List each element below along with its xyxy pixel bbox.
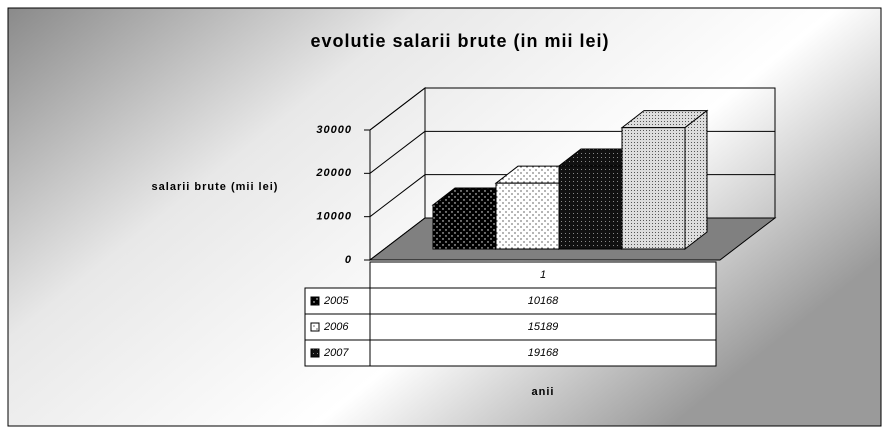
x-axis-label: anii — [532, 386, 555, 398]
y-tick-label: 30000 — [316, 124, 352, 136]
y-tick-label: 10000 — [316, 211, 352, 223]
table-value: 10168 — [528, 295, 559, 307]
table-header-cell — [369, 261, 717, 289]
legend-label: 2007 — [323, 347, 349, 359]
legend-label: 2005 — [323, 295, 349, 307]
legend-swatch — [310, 322, 320, 332]
legend-swatch — [310, 348, 320, 358]
table-value-cell — [369, 287, 717, 315]
y-tick-label: 0 — [345, 254, 352, 266]
grid-line — [369, 174, 426, 218]
bar — [621, 127, 686, 250]
bar-side — [684, 109, 708, 251]
legend-swatch — [310, 296, 320, 306]
y-label-box: salarii brute (mii lei) — [151, 181, 279, 193]
bar — [432, 204, 497, 250]
table-value-cell — [369, 313, 717, 341]
legend-label: 2006 — [323, 321, 349, 333]
table-value: 15189 — [528, 321, 559, 333]
grid-line — [369, 87, 426, 131]
bar — [558, 165, 623, 250]
chart-title: evolutie salarii brute (in mii lei) — [310, 31, 609, 51]
table-value: 19168 — [528, 347, 559, 359]
table-value-cell — [369, 339, 717, 367]
y-axis-label: salarii brute (mii lei) — [151, 181, 279, 193]
grid-line — [369, 130, 426, 174]
category-label: 1 — [540, 269, 546, 281]
bar — [495, 182, 560, 250]
y-tick-label: 20000 — [315, 167, 352, 179]
